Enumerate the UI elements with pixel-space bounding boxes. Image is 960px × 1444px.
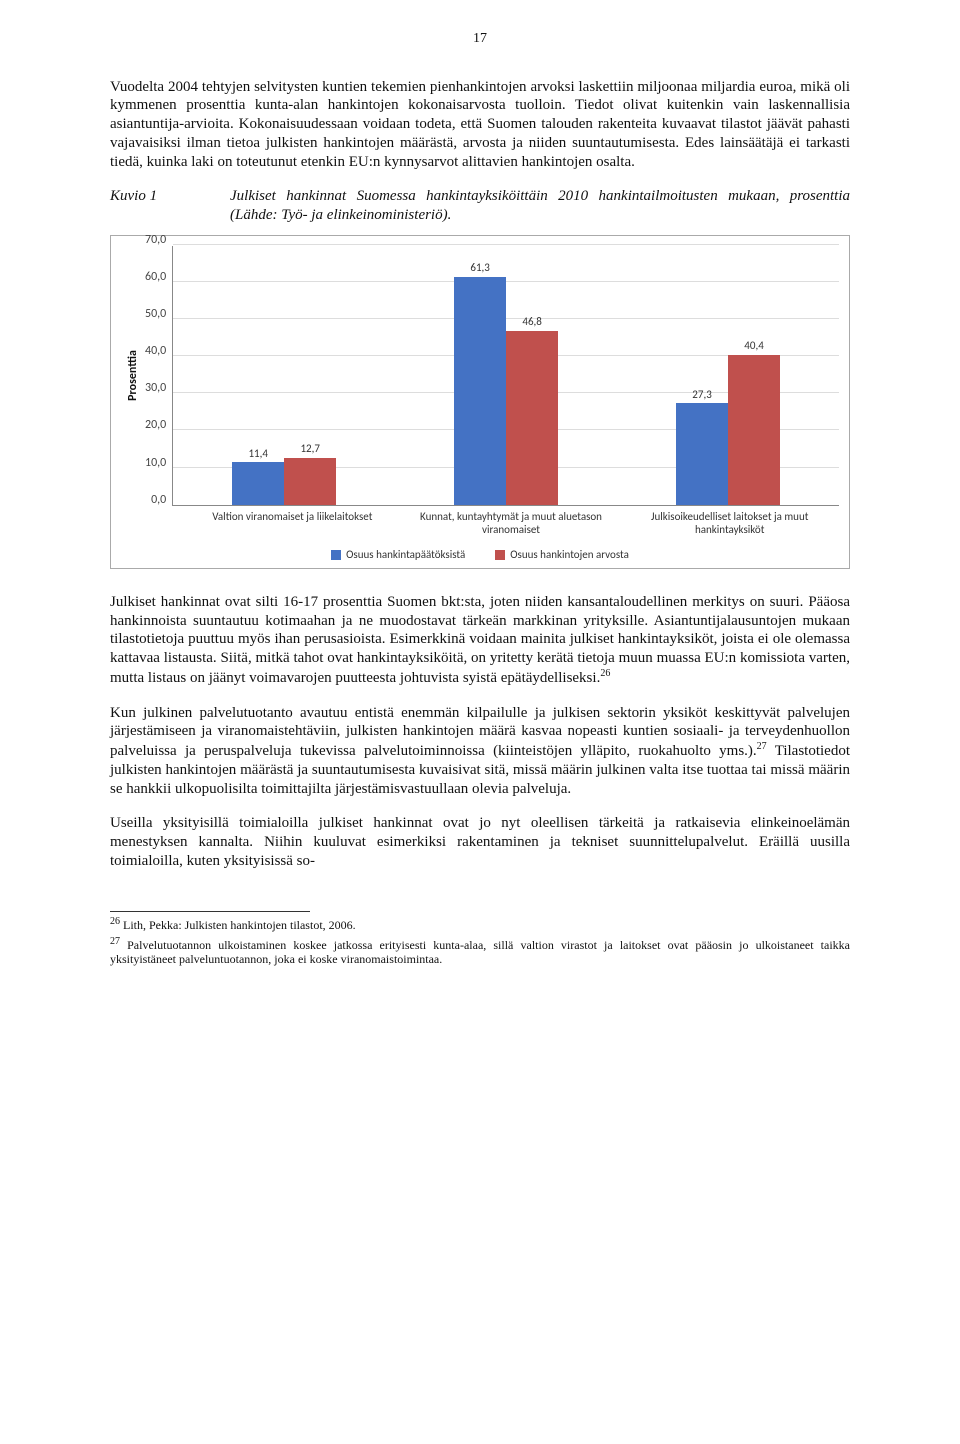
- chart-container: Prosenttia 70,060,050,040,030,020,010,00…: [110, 235, 850, 569]
- footnote-27: 27 Palvelutuotannon ulkoistaminen koskee…: [110, 936, 850, 967]
- footnote-27-mark: 27: [110, 936, 120, 947]
- figure-caption: Julkiset hankinnat Suomessa hankintayksi…: [230, 187, 850, 225]
- footnote-26-mark: 26: [110, 916, 120, 927]
- paragraph-2-text: Julkiset hankinnat ovat silti 16-17 pros…: [110, 594, 850, 686]
- paragraph-4: Useilla yksityisillä toimialoilla julkis…: [110, 814, 850, 870]
- chart-bar-value-label: 27,3: [692, 388, 711, 402]
- chart-bar: [728, 355, 780, 505]
- chart-bar-group: 61,3 46,8: [395, 246, 617, 505]
- chart-bar: [284, 458, 336, 505]
- chart-legend-swatch: [331, 550, 341, 560]
- figure-label: Kuvio 1: [110, 187, 230, 225]
- footnote-ref-26: 26: [600, 668, 610, 679]
- footnote-ref-27: 27: [757, 741, 767, 752]
- paragraph-3-text-a: Kun julkinen palvelutuotanto avautuu ent…: [110, 705, 850, 760]
- footnote-26-text: Lith, Pekka: Julkisten hankintojen tilas…: [120, 918, 356, 932]
- footnote-27-text: Palvelutuotannon ulkoistaminen koskee ja…: [110, 938, 850, 966]
- paragraph-1: Vuodelta 2004 tehtyjen selvitysten kunti…: [110, 78, 850, 172]
- footnote-separator: [110, 911, 310, 912]
- paragraph-2: Julkiset hankinnat ovat silti 16-17 pros…: [110, 593, 850, 688]
- chart-bar-value-label: 40,4: [744, 339, 763, 353]
- footnote-26: 26 Lith, Pekka: Julkisten hankintojen ti…: [110, 916, 850, 932]
- chart-bar: [676, 403, 728, 504]
- chart-bar-value-label: 11,4: [248, 447, 267, 461]
- chart-bar-group: 27,3 40,4: [617, 246, 839, 505]
- chart-bar-value-label: 46,8: [522, 315, 541, 329]
- chart-legend-item: Osuus hankintapäätöksistä: [331, 548, 465, 562]
- chart-x-label: Julkisoikeudelliset laitokset ja muut ha…: [620, 510, 839, 536]
- chart-bar: [232, 462, 284, 504]
- chart-legend-label: Osuus hankintapäätöksistä: [346, 548, 465, 562]
- chart-plot-area: 11,4 12,7 61,3 46,8 27,3 40,4: [172, 246, 839, 506]
- chart-x-axis: Valtion viranomaiset ja liikelaitoksetKu…: [183, 510, 839, 536]
- chart-bar-group: 11,4 12,7: [173, 246, 395, 505]
- figure-caption-block: Kuvio 1 Julkiset hankinnat Suomessa hank…: [110, 187, 850, 225]
- chart-bar-value-label: 12,7: [300, 442, 319, 456]
- page-number: 17: [110, 30, 850, 48]
- chart-legend-item: Osuus hankintojen arvosta: [495, 548, 629, 562]
- chart-bar: [506, 331, 558, 505]
- chart-x-label: Valtion viranomaiset ja liikelaitokset: [183, 510, 402, 536]
- paragraph-3: Kun julkinen palvelutuotanto avautuu ent…: [110, 704, 850, 799]
- chart-x-label: Kunnat, kuntayhtymät ja muut aluetason v…: [402, 510, 621, 536]
- chart-bar: [454, 277, 506, 505]
- chart-legend: Osuus hankintapäätöksistä Osuus hankintoj…: [121, 548, 839, 562]
- chart-legend-swatch: [495, 550, 505, 560]
- chart-y-axis: 70,060,050,040,030,020,010,00,0: [145, 246, 172, 506]
- chart-bar-value-label: 61,3: [470, 261, 489, 275]
- chart-legend-label: Osuus hankintojen arvosta: [510, 548, 629, 562]
- chart-y-axis-label: Prosenttia: [126, 350, 141, 401]
